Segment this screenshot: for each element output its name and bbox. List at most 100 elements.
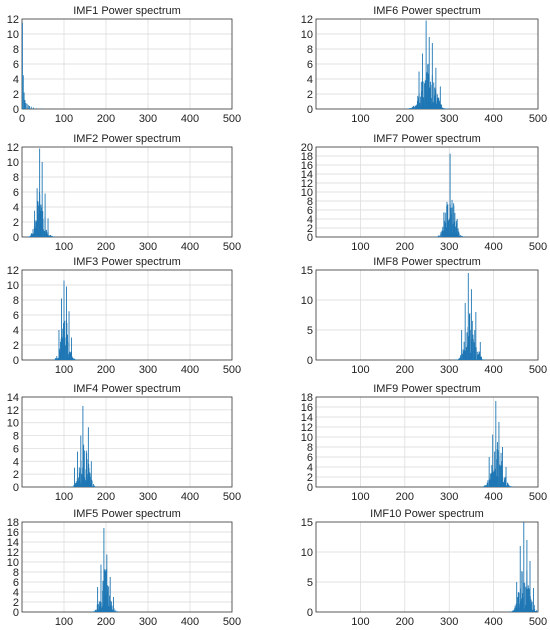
- y-tick-label: 6: [307, 59, 313, 71]
- y-tick-label: 16: [301, 160, 313, 172]
- y-tick-label: 18: [301, 151, 313, 163]
- y-tick-label: 16: [7, 527, 19, 539]
- y-tick-label: 2: [13, 89, 19, 101]
- y-tick-label: 10: [7, 418, 19, 430]
- y-tick-label: 18: [7, 517, 19, 529]
- y-tick-label: 12: [301, 422, 313, 434]
- y-tick-label: 10: [301, 432, 313, 444]
- y-tick-label: 0: [13, 482, 19, 494]
- x-tick-label: 400: [181, 241, 199, 253]
- x-tick-label: 300: [440, 241, 458, 253]
- plot-frame: [315, 269, 539, 361]
- spectrum-bars: [470, 401, 523, 487]
- y-tick-label: 12: [7, 14, 19, 26]
- y-tick-label: 0: [13, 607, 19, 619]
- chart-title: IMF2 Power spectrum: [73, 133, 181, 145]
- spectrum-bars: [83, 528, 127, 612]
- chart-title: IMF1 Power spectrum: [73, 5, 181, 17]
- x-tick-label: 100: [55, 491, 73, 503]
- y-tick-label: 0: [13, 232, 19, 244]
- y-tick-label: 2: [307, 89, 313, 101]
- y-tick-label: 10: [301, 547, 313, 559]
- x-tick-label: 500: [223, 241, 241, 253]
- x-tick-label: 300: [139, 113, 157, 125]
- chart-title: IMF6 Power spectrum: [373, 5, 481, 17]
- x-tick-label: 100: [55, 616, 73, 628]
- y-tick-label: 0: [307, 482, 313, 494]
- y-tick-label: 4: [13, 202, 19, 214]
- y-tick-label: 4: [13, 456, 19, 468]
- spectrum-bars: [498, 522, 539, 612]
- x-tick-label: 300: [440, 491, 458, 503]
- x-tick-label: 500: [223, 113, 241, 125]
- x-tick-label: 400: [181, 616, 199, 628]
- spectrum-bars: [21, 148, 65, 237]
- y-tick-label: 8: [13, 567, 19, 579]
- y-tick-label: 5: [307, 577, 313, 589]
- chart-panel-5: IMF3 Power spectrum 0 2 4 6 8 10 12 100 200 300 400…: [7, 256, 241, 376]
- y-tick-label: 4: [307, 462, 313, 474]
- x-tick-label: 100: [351, 364, 369, 376]
- x-tick-label: 200: [97, 491, 115, 503]
- x-tick-label: 500: [529, 616, 547, 628]
- x-tick-label: 100: [351, 616, 369, 628]
- y-tick-label: 6: [13, 310, 19, 322]
- y-tick-label: 12: [7, 142, 19, 154]
- x-tick-label: 400: [484, 616, 502, 628]
- x-tick-label: 200: [97, 241, 115, 253]
- x-tick-label: 500: [529, 113, 547, 125]
- x-tick-label: 200: [396, 241, 414, 253]
- y-tick-label: 4: [13, 325, 19, 337]
- y-tick-label: 0: [13, 355, 19, 367]
- x-tick-label: 400: [181, 113, 199, 125]
- y-tick-label: 0: [13, 104, 19, 116]
- x-tick-label: 500: [529, 364, 547, 376]
- x-tick-label: 300: [139, 241, 157, 253]
- y-tick-label: 6: [307, 205, 313, 217]
- plot-frame: [21, 146, 233, 238]
- y-tick-label: 8: [13, 431, 19, 443]
- x-tick-label: 0: [19, 113, 25, 125]
- plot-frame: [21, 521, 233, 613]
- x-tick-label: 400: [484, 491, 502, 503]
- x-tick-label: 200: [97, 616, 115, 628]
- y-tick-label: 2: [307, 223, 313, 235]
- y-tick-label: 8: [307, 44, 313, 56]
- y-tick-label: 8: [13, 172, 19, 184]
- y-tick-label: 12: [301, 178, 313, 190]
- y-tick-label: 6: [13, 443, 19, 455]
- x-tick-label: 200: [396, 364, 414, 376]
- spectrum-bars: [444, 273, 498, 360]
- y-tick-label: 2: [307, 472, 313, 484]
- y-tick-label: 2: [13, 340, 19, 352]
- y-tick-label: 0: [307, 232, 313, 244]
- y-tick-label: 6: [13, 577, 19, 589]
- x-tick-label: 200: [396, 491, 414, 503]
- x-tick-label: 100: [351, 113, 369, 125]
- plot-frame: [315, 521, 539, 613]
- y-tick-label: 4: [307, 74, 313, 86]
- chart-title: IMF5 Power spectrum: [73, 508, 181, 520]
- spectrum-bars: [425, 153, 474, 237]
- chart-title: IMF10 Power spectrum: [370, 508, 484, 520]
- y-tick-label: 10: [7, 557, 19, 569]
- x-tick-label: 100: [351, 491, 369, 503]
- chart-panel-10: IMF10 Power spectrum 0 5 10 15 100 200 300 400 50…: [301, 508, 547, 628]
- spectrum-bars: [392, 20, 463, 109]
- y-tick-label: 10: [301, 187, 313, 199]
- x-tick-label: 200: [396, 616, 414, 628]
- spectrum-bars: [61, 406, 106, 487]
- y-tick-label: 2: [13, 217, 19, 229]
- y-tick-label: 8: [13, 44, 19, 56]
- plot-frame: [21, 396, 233, 488]
- plot-frame: [21, 269, 233, 361]
- x-tick-label: 400: [484, 241, 502, 253]
- y-tick-label: 6: [307, 452, 313, 464]
- x-tick-label: 300: [139, 364, 157, 376]
- y-tick-label: 15: [301, 517, 313, 529]
- x-tick-label: 100: [55, 113, 73, 125]
